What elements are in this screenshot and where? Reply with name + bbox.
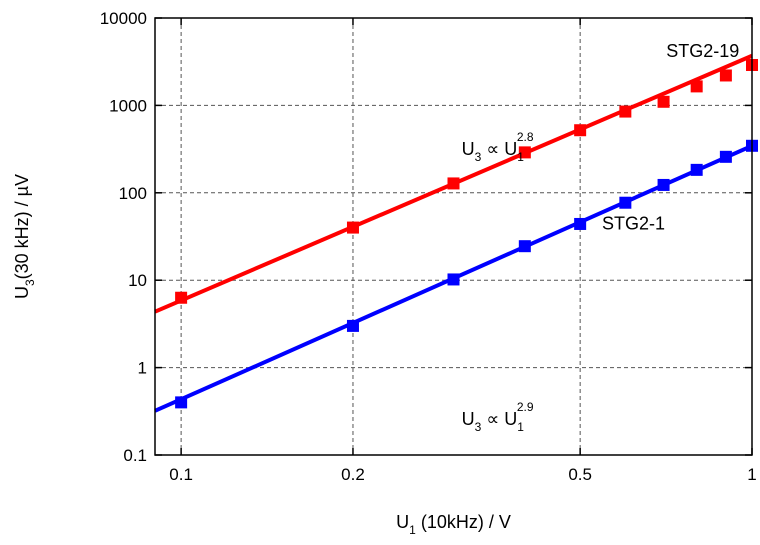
y-tick-label: 10000 (100, 9, 147, 28)
annotations: STG2-19 STG2-1 U3 ∝ U12.8 U3 ∝ U12.9 (462, 41, 740, 434)
data-point-stg2-19 (346, 221, 359, 234)
data-point-stg2-1 (518, 240, 531, 253)
grid-lines (155, 18, 752, 455)
y-axis-label: U3(30 kHz) / µV (12, 174, 37, 299)
relation-bottom-rhs-sub: 1 (517, 420, 524, 434)
relation-top-rhs: U (504, 139, 517, 159)
data-point-stg2-1 (657, 178, 670, 191)
y-axis-label-pre: U (12, 286, 32, 299)
y-axis-label-post: (30 kHz) / µV (12, 174, 32, 279)
x-axis-label: U1 (10kHz) / V (396, 512, 511, 537)
relation-top-rhs-sub: 1 (517, 150, 524, 164)
data-points (175, 58, 758, 409)
y-tick-label: 1000 (109, 96, 147, 115)
data-point-stg2-1 (619, 196, 632, 209)
data-point-stg2-1 (574, 217, 587, 230)
data-point-stg2-19 (690, 80, 703, 93)
data-point-stg2-19 (719, 69, 732, 82)
relation-bottom: U3 ∝ U12.9 (462, 400, 534, 434)
x-axis-label-pre: U (396, 512, 409, 532)
data-point-stg2-19 (574, 124, 587, 137)
y-tick-label: 0.1 (123, 446, 147, 465)
y-tick-label: 10 (128, 271, 147, 290)
plot-frame (154, 17, 753, 456)
relation-top-rhs-sup: 2.8 (517, 130, 534, 144)
series-label-stg2-1: STG2-1 (602, 214, 665, 234)
relation-top-lhs-sub: 3 (475, 150, 482, 164)
relation-bottom-rhs-sup: 2.9 (517, 400, 534, 414)
y-tick-label: 1 (138, 359, 147, 378)
x-tick-label: 0.2 (341, 465, 365, 484)
data-point-stg2-1 (690, 163, 703, 176)
data-point-stg2-19 (518, 146, 531, 159)
y-tick-label: 100 (119, 184, 147, 203)
series-label-stg2-19: STG2-19 (666, 41, 739, 61)
relation-bottom-op: ∝ (481, 409, 504, 429)
x-tick-label: 0.1 (169, 465, 193, 484)
x-tick-label: 1 (747, 465, 756, 484)
data-point-stg2-19 (657, 95, 670, 108)
x-tick-label: 0.5 (568, 465, 592, 484)
data-point-stg2-19 (619, 105, 632, 118)
data-point-stg2-1 (719, 150, 732, 163)
relation-top: U3 ∝ U12.8 (462, 130, 534, 164)
relation-bottom-lhs-sub: 3 (475, 420, 482, 434)
x-axis-label-post: (10kHz) / V (416, 512, 511, 532)
relation-bottom-lhs: U (462, 409, 475, 429)
tick-marks (155, 17, 753, 456)
tick-labels: 0.1 0.2 0.5 1 0.1 1 10 100 1000 10000 (100, 9, 757, 484)
data-point-stg2-1 (175, 396, 188, 409)
data-point-stg2-19 (175, 291, 188, 304)
relation-top-op: ∝ (481, 139, 504, 159)
relation-top-lhs: U (462, 139, 475, 159)
data-point-stg2-1 (346, 319, 359, 332)
data-point-stg2-19 (447, 177, 460, 190)
y-axis-label-sub: 3 (23, 279, 37, 286)
data-point-stg2-1 (447, 273, 460, 286)
relation-bottom-rhs: U (504, 409, 517, 429)
x-axis-label-sub: 1 (409, 523, 416, 537)
